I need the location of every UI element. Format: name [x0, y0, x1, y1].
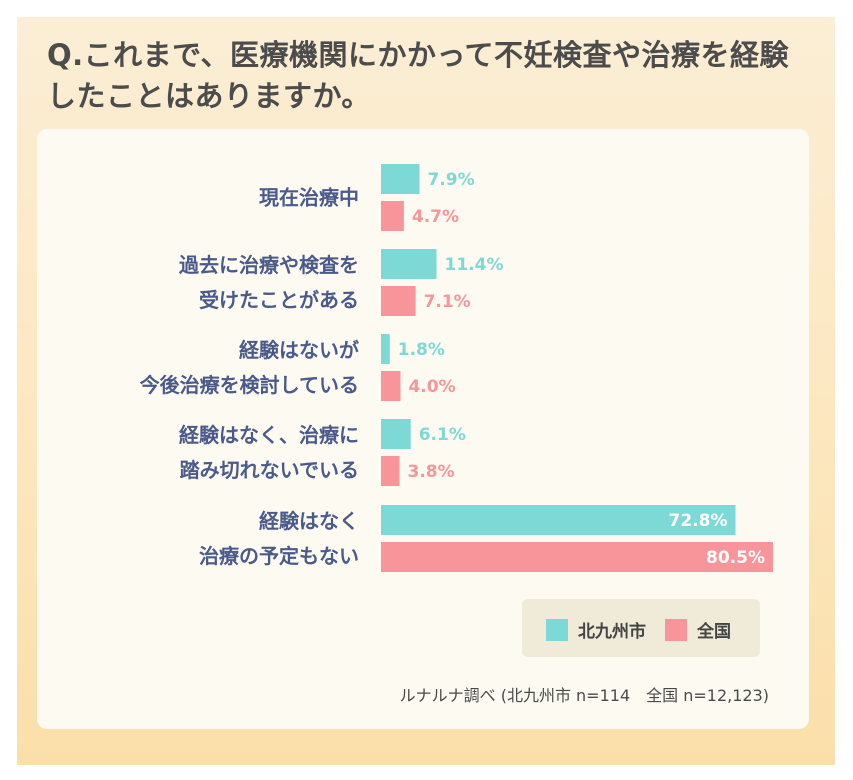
bar-national-no-plan	[381, 542, 773, 572]
chart-panel: 現在治療中 7.9% 4.7% 過去に治療や検査を受けたことがある 11.4% 7.1% 経…	[37, 129, 809, 729]
value-label-national-no-plan: 80.5%	[706, 548, 765, 568]
legend: 北九州市 全国	[522, 599, 760, 657]
bar-kitakyushu-considering	[381, 334, 390, 364]
infographic-frame: Q.これまで、医療機関にかかって不妊検査や治療を経験したことはありますか。 現在…	[17, 17, 835, 765]
value-label-kitakyushu-considering: 1.8%	[398, 340, 445, 360]
value-label-national-current: 4.7%	[412, 207, 459, 227]
legend-swatch-national	[665, 618, 687, 641]
bar-national-current	[381, 201, 404, 231]
bar-national-past	[381, 286, 416, 316]
bar-kitakyushu-no-plan	[381, 505, 736, 535]
legend-item-kitakyushu: 北九州市	[546, 617, 646, 642]
category-label-hesitant: 踏み切れないでいる	[180, 458, 359, 482]
legend-swatch-kitakyushu	[546, 618, 568, 641]
category-label-hesitant: 経験はなく、治療に	[179, 423, 359, 447]
legend-label-national: 全国	[697, 622, 731, 642]
category-label-considering: 経験はないが	[239, 338, 359, 362]
category-label-no-plan: 治療の予定もない	[199, 544, 359, 568]
bar-kitakyushu-current	[381, 164, 420, 194]
question-title: Q.これまで、医療機関にかかって不妊検査や治療を経験したことはありますか。	[47, 38, 790, 113]
value-label-kitakyushu-current: 7.9%	[427, 170, 474, 190]
bar-kitakyushu-past	[381, 249, 437, 279]
category-label-no-plan: 経験はなく	[259, 509, 359, 533]
value-label-kitakyushu-no-plan: 72.8%	[669, 511, 728, 531]
source-note: ルナルナ調べ (北九州市 n=114 全国 n=12,123)	[399, 686, 769, 705]
bar-national-hesitant	[381, 456, 400, 486]
category-label-past: 過去に治療や検査を	[179, 253, 359, 277]
category-label-current: 現在治療中	[259, 186, 359, 210]
legend-item-national: 全国	[665, 617, 731, 642]
value-label-national-considering: 4.0%	[408, 377, 455, 397]
category-label-considering: 今後治療を検討している	[140, 373, 359, 397]
bar-kitakyushu-hesitant	[381, 419, 411, 449]
value-label-national-past: 7.1%	[424, 292, 471, 312]
value-label-kitakyushu-hesitant: 6.1%	[419, 425, 466, 445]
category-label-past: 受けたことがある	[199, 288, 359, 312]
bar-national-considering	[381, 371, 401, 401]
legend-label-kitakyushu: 北九州市	[578, 622, 646, 642]
value-label-national-hesitant: 3.8%	[408, 462, 455, 482]
value-label-kitakyushu-past: 11.4%	[445, 255, 504, 275]
